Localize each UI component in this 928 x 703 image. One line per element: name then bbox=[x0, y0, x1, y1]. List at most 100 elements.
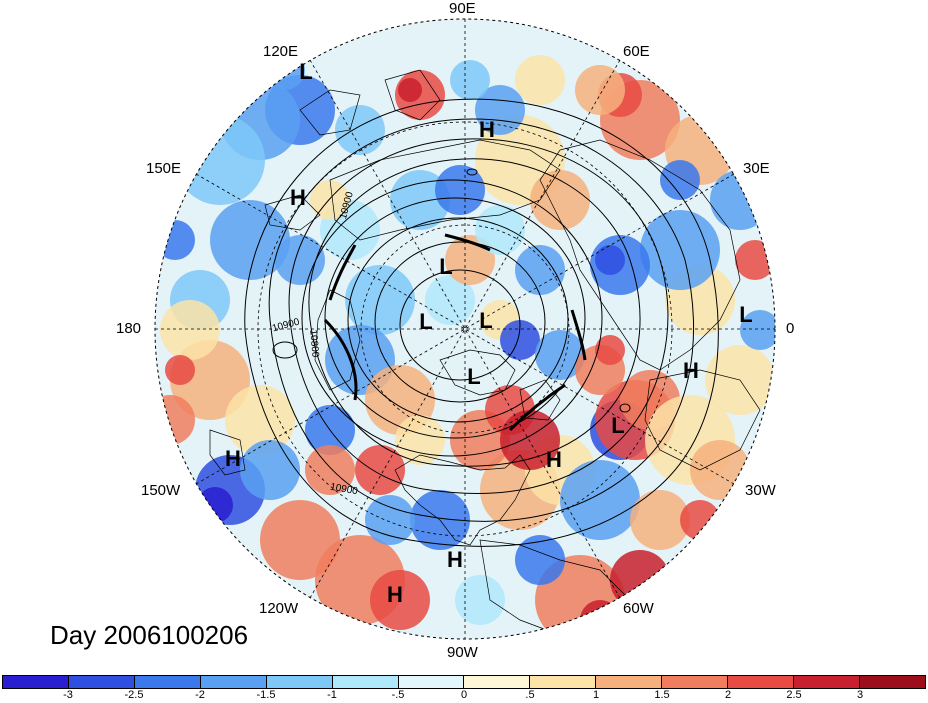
colorbar-swatch bbox=[200, 676, 267, 688]
colorbar-swatch bbox=[464, 676, 531, 688]
anomaly-patch bbox=[595, 245, 625, 275]
colorbar-swatch bbox=[3, 676, 69, 688]
anomaly-patch bbox=[425, 275, 475, 325]
lon-label-60w: 60W bbox=[623, 600, 654, 617]
anomaly-patch bbox=[530, 170, 590, 230]
anomaly-patch bbox=[435, 165, 485, 215]
anomaly-patch bbox=[390, 170, 450, 230]
anomaly-patch bbox=[398, 78, 422, 102]
contour-label-10800: 10800 bbox=[307, 329, 321, 358]
anomaly-patch bbox=[240, 440, 300, 500]
lon-label-0: 0 bbox=[786, 320, 795, 337]
lon-label-60e: 60E bbox=[623, 43, 650, 60]
low-pressure-label: L bbox=[479, 308, 493, 333]
anomaly-patch bbox=[500, 320, 540, 360]
anomaly-patch bbox=[275, 235, 325, 285]
anomaly-patch bbox=[165, 355, 195, 385]
anomaly-patch bbox=[575, 65, 625, 115]
colorbar-swatch bbox=[266, 676, 333, 688]
colorbar-swatch bbox=[68, 676, 135, 688]
colorbar-tick-label: -1.5 bbox=[256, 689, 276, 701]
anomaly-patch bbox=[305, 445, 355, 495]
anomaly-patch bbox=[740, 310, 775, 350]
lon-label-90w: 90W bbox=[447, 644, 478, 661]
colorbar-tick-label: -2.5 bbox=[124, 689, 144, 701]
colorbar-swatch bbox=[398, 676, 465, 688]
colorbar-tick-label: 1 bbox=[592, 689, 600, 701]
colorbar-tick-label: -2 bbox=[195, 689, 205, 701]
colorbar-tick-label: 2 bbox=[724, 689, 732, 701]
anomaly-patch bbox=[225, 385, 295, 455]
anomaly-patch bbox=[515, 55, 565, 105]
colorbar-swatch bbox=[728, 676, 795, 688]
anomaly-patch bbox=[475, 205, 525, 255]
coastlines bbox=[209, 69, 761, 636]
map-boundary bbox=[154, 18, 776, 640]
anomaly-patch bbox=[515, 245, 565, 295]
colorbar-swatch bbox=[596, 676, 663, 688]
colorbar-tick-label: 3 bbox=[856, 689, 864, 701]
high-pressure-label: H bbox=[225, 446, 241, 471]
anomaly-patch bbox=[455, 575, 505, 625]
anomaly-patch bbox=[155, 220, 195, 260]
high-pressure-label: H bbox=[683, 358, 699, 383]
high-pressure-label: H bbox=[290, 185, 306, 210]
anomaly-patch bbox=[160, 300, 220, 360]
height-contours bbox=[244, 98, 719, 547]
date-label: Day 2006100206 bbox=[50, 620, 249, 650]
low-pressure-label: L bbox=[739, 302, 753, 327]
anomaly-patch bbox=[450, 60, 490, 100]
colorbar-tick-label: 1.5 bbox=[654, 689, 670, 701]
anomaly-patch bbox=[197, 487, 233, 523]
low-pressure-label: L bbox=[439, 254, 453, 279]
anomaly-patch bbox=[660, 160, 700, 200]
lon-label-30w: 30W bbox=[745, 482, 776, 499]
anomaly-patch bbox=[630, 490, 690, 550]
colorbar-tick-label: 0 bbox=[460, 689, 468, 701]
colorbar-swatch bbox=[134, 676, 201, 688]
high-pressure-label: H bbox=[479, 117, 495, 142]
anomaly-patch bbox=[515, 535, 565, 585]
lon-label-120e: 120E bbox=[263, 43, 299, 60]
high-pressure-label: H bbox=[387, 582, 403, 607]
anomaly-patch bbox=[560, 460, 640, 540]
colorbar-swatch bbox=[794, 676, 860, 688]
colorbar-swatch bbox=[332, 676, 399, 688]
low-pressure-label: L bbox=[467, 364, 481, 389]
anomaly-patch bbox=[710, 170, 770, 230]
anomaly-patch bbox=[175, 115, 265, 205]
colorbar-tick-label: -3 bbox=[63, 689, 73, 701]
colorbar-ticks: -3 -2.5 -2 -1.5 -1 -.5 0 .5 1 1.5 2 2.5 3 bbox=[0, 689, 928, 703]
colorbar-tick-label: .5 bbox=[525, 689, 535, 701]
anomaly-patch bbox=[640, 210, 720, 290]
high-pressure-label: H bbox=[546, 447, 562, 472]
anomaly-patch bbox=[365, 495, 415, 545]
anomaly-patch bbox=[680, 500, 720, 540]
colorbar-swatch bbox=[859, 676, 925, 688]
anomaly-patch bbox=[335, 105, 385, 155]
anomaly-patch bbox=[370, 570, 430, 630]
colorbar-swatch bbox=[530, 676, 597, 688]
colorbar-tick-label: -1 bbox=[327, 689, 337, 701]
lon-label-120w: 120W bbox=[259, 600, 299, 617]
lon-label-30e: 30E bbox=[743, 160, 770, 177]
anomaly-patch bbox=[535, 330, 585, 380]
colorbar-tick-label: 2.5 bbox=[786, 689, 802, 701]
graticule bbox=[155, 19, 775, 639]
lon-label-150w: 150W bbox=[141, 482, 181, 499]
low-pressure-label: L bbox=[419, 309, 433, 334]
lon-label-90e: 90E bbox=[449, 0, 476, 17]
anomaly-patch bbox=[345, 265, 415, 335]
colorbar bbox=[2, 675, 926, 689]
colorbar-swatch bbox=[662, 676, 729, 688]
anomaly-patch bbox=[595, 335, 625, 365]
colorbar-tick-label: -.5 bbox=[391, 689, 405, 701]
low-pressure-label: L bbox=[611, 413, 625, 438]
anomaly-patch bbox=[395, 415, 445, 465]
anomaly-patch bbox=[735, 240, 775, 280]
lon-label-180: 180 bbox=[116, 320, 142, 337]
anomaly-patch bbox=[355, 445, 405, 495]
lon-label-150e: 150E bbox=[146, 160, 182, 177]
anomaly-patch bbox=[580, 600, 620, 639]
